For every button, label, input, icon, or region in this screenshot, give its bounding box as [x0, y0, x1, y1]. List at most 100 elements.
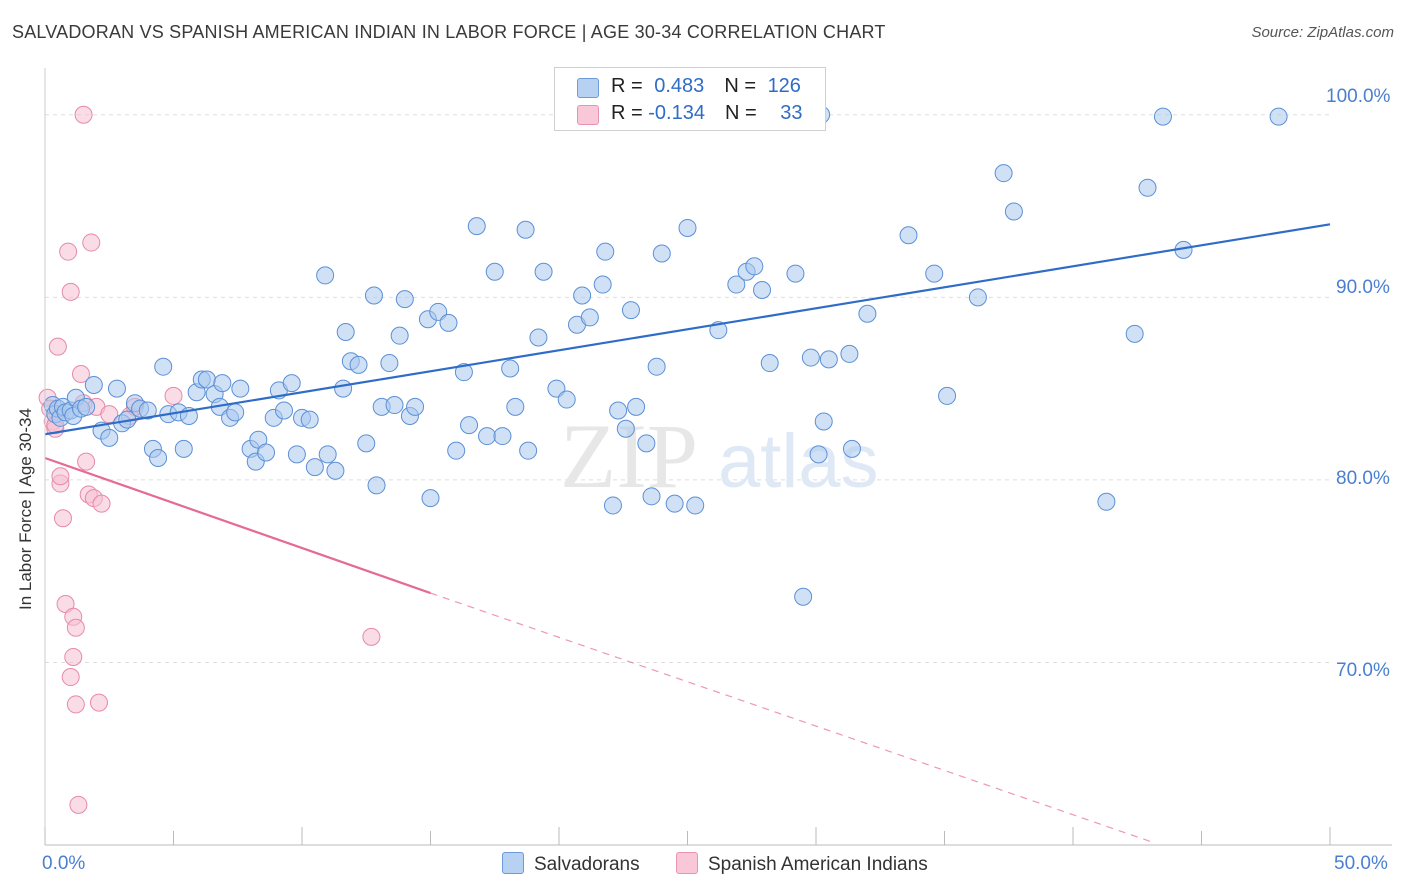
data-point-salvadorans [395, 290, 414, 309]
data-point-spanish-american-indians [77, 452, 96, 471]
data-point-salvadorans [814, 412, 833, 431]
data-point-spanish-american-indians [66, 695, 85, 714]
y-tick-label-70: 70.0% [1336, 660, 1390, 681]
data-point-salvadorans [760, 354, 779, 373]
data-point-salvadorans [367, 476, 386, 495]
data-point-spanish-american-indians [53, 509, 72, 528]
trend-line-salvadorans [44, 223, 1331, 436]
legend-r-value: -0.134 [648, 102, 705, 124]
data-point-salvadorans [842, 439, 861, 458]
bottom-legend-salvadorans: Salvadorans [502, 852, 640, 876]
data-point-salvadorans [573, 286, 592, 305]
x-tick-label-max: 50.0% [1334, 853, 1388, 874]
data-point-salvadorans [593, 275, 612, 294]
data-point-spanish-american-indians [71, 365, 90, 383]
data-point-salvadorans [637, 434, 656, 453]
data-point-salvadorans [493, 427, 512, 446]
data-point-salvadorans [727, 275, 746, 294]
data-point-salvadorans [406, 397, 425, 416]
data-point-salvadorans [819, 350, 838, 369]
legend-r-value: 0.483 [654, 75, 705, 97]
data-point-spanish-american-indians [61, 282, 80, 301]
data-point-spanish-american-indians [82, 233, 101, 252]
data-point-salvadorans [642, 487, 661, 506]
data-point-salvadorans [1125, 324, 1144, 343]
data-point-spanish-american-indians [66, 618, 85, 637]
data-point-salvadorans [616, 419, 635, 438]
data-point-salvadorans [609, 401, 628, 420]
bottom-legend-label: Salvadorans [534, 854, 640, 875]
data-point-salvadorans [1153, 107, 1172, 126]
data-point-salvadorans [519, 441, 538, 460]
data-point-salvadorans [316, 266, 335, 285]
data-point-salvadorans [968, 288, 987, 307]
y-tick-label-100: 100.0% [1326, 86, 1391, 107]
data-point-salvadorans [326, 461, 345, 480]
data-point-salvadorans [282, 374, 301, 393]
y-tick-label-90: 90.0% [1336, 277, 1390, 298]
data-point-salvadorans [138, 401, 157, 420]
data-point-salvadorans [213, 374, 232, 393]
data-point-salvadorans [938, 386, 957, 405]
data-point-salvadorans [364, 286, 383, 305]
data-point-salvadorans [603, 496, 622, 515]
data-point-salvadorans [454, 363, 473, 382]
data-point-spanish-american-indians [48, 337, 67, 356]
data-point-salvadorans [77, 397, 96, 416]
data-point-salvadorans [580, 308, 599, 327]
data-point-salvadorans [516, 220, 535, 239]
data-point-salvadorans [275, 401, 294, 420]
salvadoran-points [43, 105, 1288, 606]
data-point-salvadorans [925, 264, 944, 283]
data-point-salvadorans [485, 262, 504, 281]
data-point-salvadorans [547, 379, 566, 398]
data-point-salvadorans [858, 304, 877, 323]
data-point-salvadorans [621, 301, 640, 320]
data-point-spanish-american-indians [164, 386, 183, 405]
axes [44, 68, 1392, 846]
data-point-salvadorans [557, 390, 576, 409]
data-point-spanish-american-indians [89, 693, 108, 712]
data-point-spanish-american-indians [92, 494, 111, 513]
bottom-legend-label: Spanish American Indians [708, 854, 928, 875]
correlation-legend: R = 0.483 N = 126 R = -0.134 N = 33 [554, 67, 826, 131]
data-point-salvadorans [1004, 202, 1023, 221]
data-point-salvadorans [794, 587, 813, 606]
data-point-salvadorans [357, 434, 376, 453]
data-point-salvadorans [154, 357, 173, 376]
legend-n-value: 126 [767, 75, 801, 97]
data-point-salvadorans [745, 257, 764, 276]
data-point-spanish-american-indians [51, 467, 70, 486]
data-point-salvadorans [665, 494, 684, 513]
data-point-salvadorans [300, 410, 319, 429]
data-point-salvadorans [149, 448, 168, 467]
data-point-spanish-american-indians [59, 242, 78, 261]
trend-line-spanish-american-indians-extension [430, 592, 1151, 842]
data-point-salvadorans [899, 226, 918, 245]
watermark-atlas: atlas [718, 419, 879, 504]
data-point-salvadorans [840, 344, 859, 363]
legend-n-label: N = [724, 75, 762, 97]
data-point-salvadorans [287, 445, 306, 464]
data-point-salvadorans [596, 242, 615, 261]
data-point-salvadorans [226, 403, 245, 422]
data-point-spanish-american-indians [61, 668, 80, 687]
legend-swatch-pink [577, 105, 599, 125]
data-point-salvadorans [84, 375, 103, 394]
data-point-salvadorans [380, 354, 399, 373]
data-point-salvadorans [460, 416, 479, 435]
bottom-legend-swatch-pink [676, 852, 698, 874]
source-label: Source: ZipAtlas.com [1251, 24, 1394, 41]
data-point-spanish-american-indians [69, 795, 88, 814]
data-point-salvadorans [305, 458, 324, 477]
data-point-salvadorans [429, 302, 448, 321]
legend-r-label: R = [611, 75, 649, 97]
data-point-salvadorans [467, 217, 486, 236]
data-point-salvadorans [390, 326, 409, 345]
data-point-salvadorans [627, 397, 646, 416]
data-point-spanish-american-indians [64, 647, 83, 666]
data-point-salvadorans [421, 489, 440, 508]
trend-line-spanish-american-indians [44, 456, 431, 595]
data-point-salvadorans [334, 379, 353, 398]
legend-n-label: N = [724, 102, 763, 124]
